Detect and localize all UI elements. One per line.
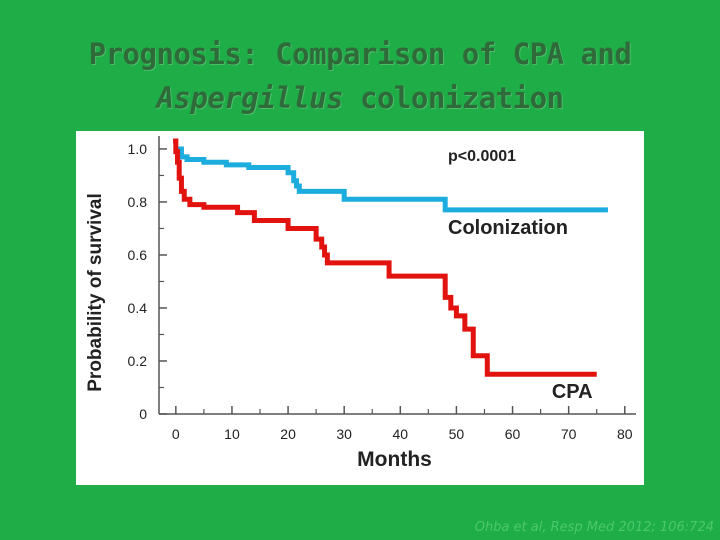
y-tick-label: 0.4 — [128, 300, 148, 316]
x-tick-label: 70 — [561, 426, 577, 442]
title-line-2-rest: colonization — [343, 81, 564, 115]
chart-axes — [158, 136, 636, 415]
x-tick-label: 10 — [224, 426, 240, 442]
x-tick-label: 20 — [280, 426, 296, 442]
chart-labels: Months Probability of survival Colonizatio… — [85, 148, 593, 471]
x-tick-label: 50 — [449, 426, 465, 442]
x-tick-label: 30 — [336, 426, 352, 442]
series-label-cpa: CPA — [552, 381, 593, 403]
y-tick-label: 0 — [139, 406, 147, 422]
title-line-1: Prognosis: Comparison of CPA and — [88, 37, 632, 71]
x-tick-label: 80 — [617, 426, 633, 442]
survival-chart: 0 0.2 0.4 0.6 0.8 1.0 0 10 20 30 40 50 60 70 80 Months… — [85, 136, 636, 471]
title-line-2: Aspergillus colonization — [0, 76, 720, 120]
series-label-colonization: Colonization — [448, 217, 568, 239]
series-line-colonization — [175, 146, 608, 213]
chart-panel: 0 0.2 0.4 0.6 0.8 1.0 0 10 20 30 40 50 60 70 80 Months… — [76, 131, 644, 485]
p-value-annotation: p<0.0001 — [448, 148, 516, 165]
slide-title: Prognosis: Comparison of CPA and Aspergi… — [0, 32, 720, 120]
chart-ticks: 0 0.2 0.4 0.6 0.8 1.0 0 10 20 30 40 50 60 70 80 — [128, 141, 633, 442]
y-tick-label: 0.2 — [128, 353, 148, 369]
series-line-cpa — [173, 138, 597, 377]
x-tick-label: 60 — [505, 426, 521, 442]
y-tick-label: 0.6 — [128, 247, 148, 263]
title-italic-term: Aspergillus — [156, 81, 344, 115]
y-tick-label: 1.0 — [128, 141, 148, 157]
citation: Ohba et al, Resp Med 2012; 106:724 — [474, 520, 714, 535]
x-tick-label: 40 — [393, 426, 409, 442]
chart-series — [173, 138, 608, 377]
y-axis-label: Probability of survival — [85, 193, 106, 392]
y-tick-label: 0.8 — [128, 194, 148, 210]
x-axis-label: Months — [357, 448, 432, 471]
x-tick-label: 0 — [172, 426, 180, 442]
